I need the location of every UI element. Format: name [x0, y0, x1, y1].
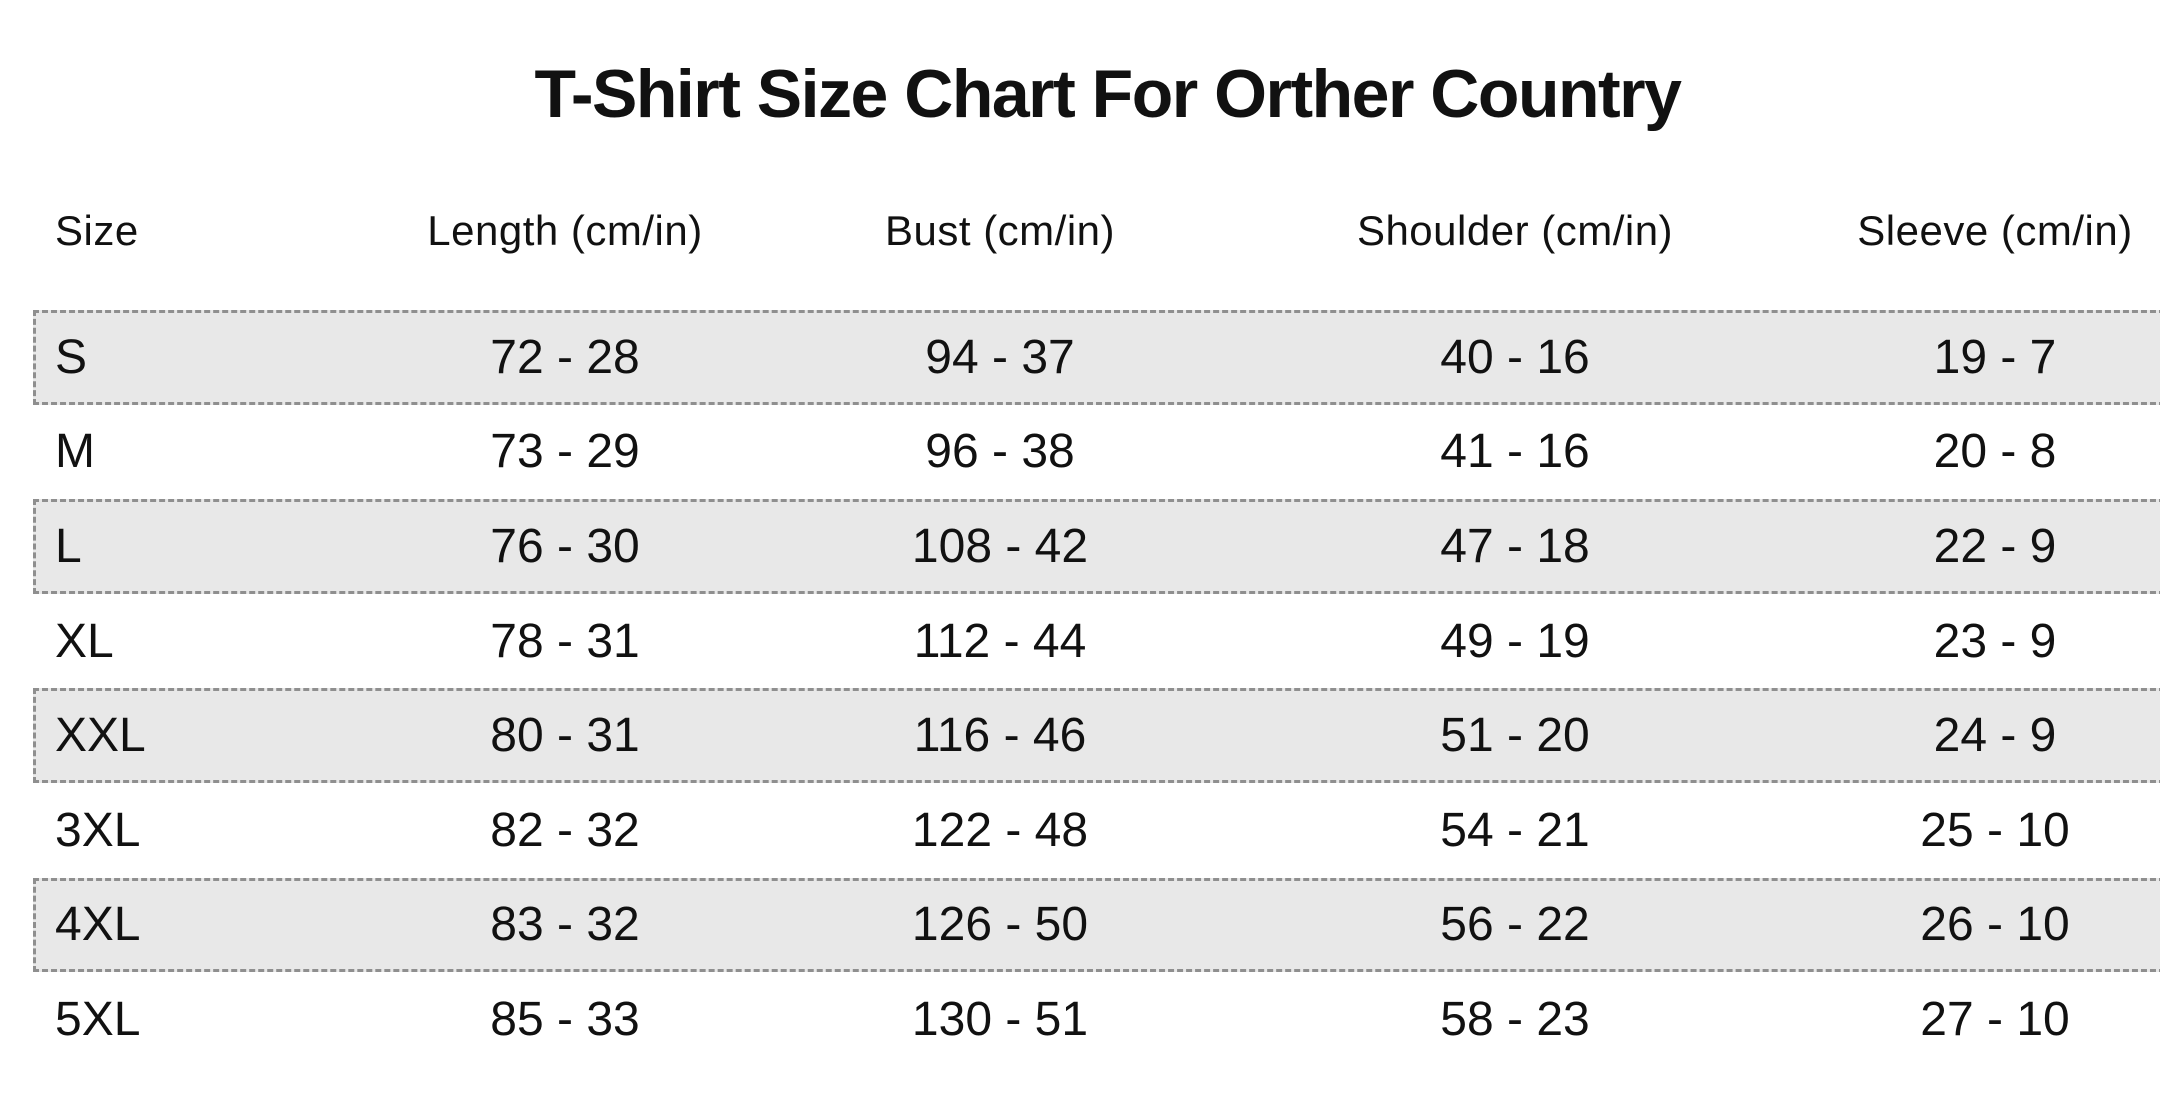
cell-size: 3XL — [55, 803, 141, 857]
column-header-bust: Bust (cm/in) — [884, 207, 1116, 254]
cell-bust: 122 - 48 — [911, 803, 1089, 857]
cell-sleeve: 22 - 9 — [1933, 519, 2057, 573]
cell-shoulder: 47 - 18 — [1440, 519, 1590, 573]
column-header-size: Size — [55, 207, 139, 254]
cell-sleeve: 24 - 9 — [1933, 709, 2057, 763]
table-row-xl: XL 78 - 31 112 - 44 49 - 19 23 - 9 — [0, 594, 2160, 689]
table-row-l: L 76 - 30 108 - 42 47 - 18 22 - 9 — [0, 499, 2160, 594]
table-row-m: M 73 - 29 96 - 38 41 - 16 20 - 8 — [0, 405, 2160, 500]
cell-shoulder: 40 - 16 — [1440, 330, 1590, 384]
table-body: S 72 - 28 94 - 37 40 - 16 19 - 7 M 73 - … — [0, 310, 2160, 1067]
cell-length: 80 - 31 — [490, 709, 640, 763]
cell-bust: 108 - 42 — [911, 519, 1089, 573]
cell-length: 78 - 31 — [490, 614, 640, 668]
cell-sleeve: 23 - 9 — [1933, 614, 2057, 668]
cell-sleeve: 27 - 10 — [1920, 992, 2070, 1046]
cell-length: 85 - 33 — [490, 992, 640, 1046]
column-header-shoulder: Shoulder (cm/in) — [1356, 207, 1674, 254]
cell-bust: 130 - 51 — [911, 992, 1089, 1046]
cell-bust: 112 - 44 — [913, 614, 1087, 668]
cell-bust: 96 - 38 — [925, 425, 1075, 479]
table-row-s: S 72 - 28 94 - 37 40 - 16 19 - 7 — [0, 310, 2160, 405]
cell-sleeve: 20 - 8 — [1933, 425, 2057, 479]
table-row-3xl: 3XL 82 - 32 122 - 48 54 - 21 25 - 10 — [0, 783, 2160, 878]
cell-shoulder: 54 - 21 — [1440, 803, 1590, 857]
cell-shoulder: 51 - 20 — [1440, 709, 1590, 763]
table-row-4xl: 4XL 83 - 32 126 - 50 56 - 22 26 - 10 — [0, 877, 2160, 973]
cell-shoulder: 41 - 16 — [1440, 425, 1590, 479]
column-header-sleeve: Sleeve (cm/in) — [1857, 207, 2133, 254]
table-row-xxl: XXL 80 - 31 116 - 46 51 - 20 24 - 9 — [0, 688, 2160, 783]
page-title: T-Shirt Size Chart For Orther Country — [534, 56, 1682, 132]
cell-length: 82 - 32 — [490, 803, 640, 857]
cell-sleeve: 19 - 7 — [1933, 330, 2057, 384]
cell-size: 4XL — [55, 898, 141, 952]
table-header-row: Size Length (cm/in) Bust (cm/in) Shoulde… — [0, 196, 2160, 266]
cell-size: XL — [55, 614, 114, 668]
cell-size: S — [55, 330, 88, 384]
cell-length: 72 - 28 — [490, 330, 640, 384]
column-header-length: Length (cm/in) — [427, 207, 703, 254]
cell-shoulder: 56 - 22 — [1440, 898, 1590, 952]
cell-length: 76 - 30 — [490, 519, 640, 573]
cell-length: 83 - 32 — [490, 898, 640, 952]
cell-size: 5XL — [55, 992, 141, 1046]
cell-bust: 126 - 50 — [911, 898, 1089, 952]
cell-size: L — [55, 519, 82, 573]
cell-bust: 116 - 46 — [913, 709, 1087, 763]
cell-sleeve: 26 - 10 — [1920, 898, 2070, 952]
cell-shoulder: 58 - 23 — [1440, 992, 1590, 1046]
cell-sleeve: 25 - 10 — [1920, 803, 2070, 857]
cell-bust: 94 - 37 — [925, 330, 1075, 384]
cell-shoulder: 49 - 19 — [1440, 614, 1590, 668]
table-row-5xl: 5XL 85 - 33 130 - 51 58 - 23 27 - 10 — [0, 972, 2160, 1067]
cell-length: 73 - 29 — [490, 425, 640, 479]
cell-size: M — [55, 425, 95, 479]
cell-size: XXL — [55, 709, 146, 763]
